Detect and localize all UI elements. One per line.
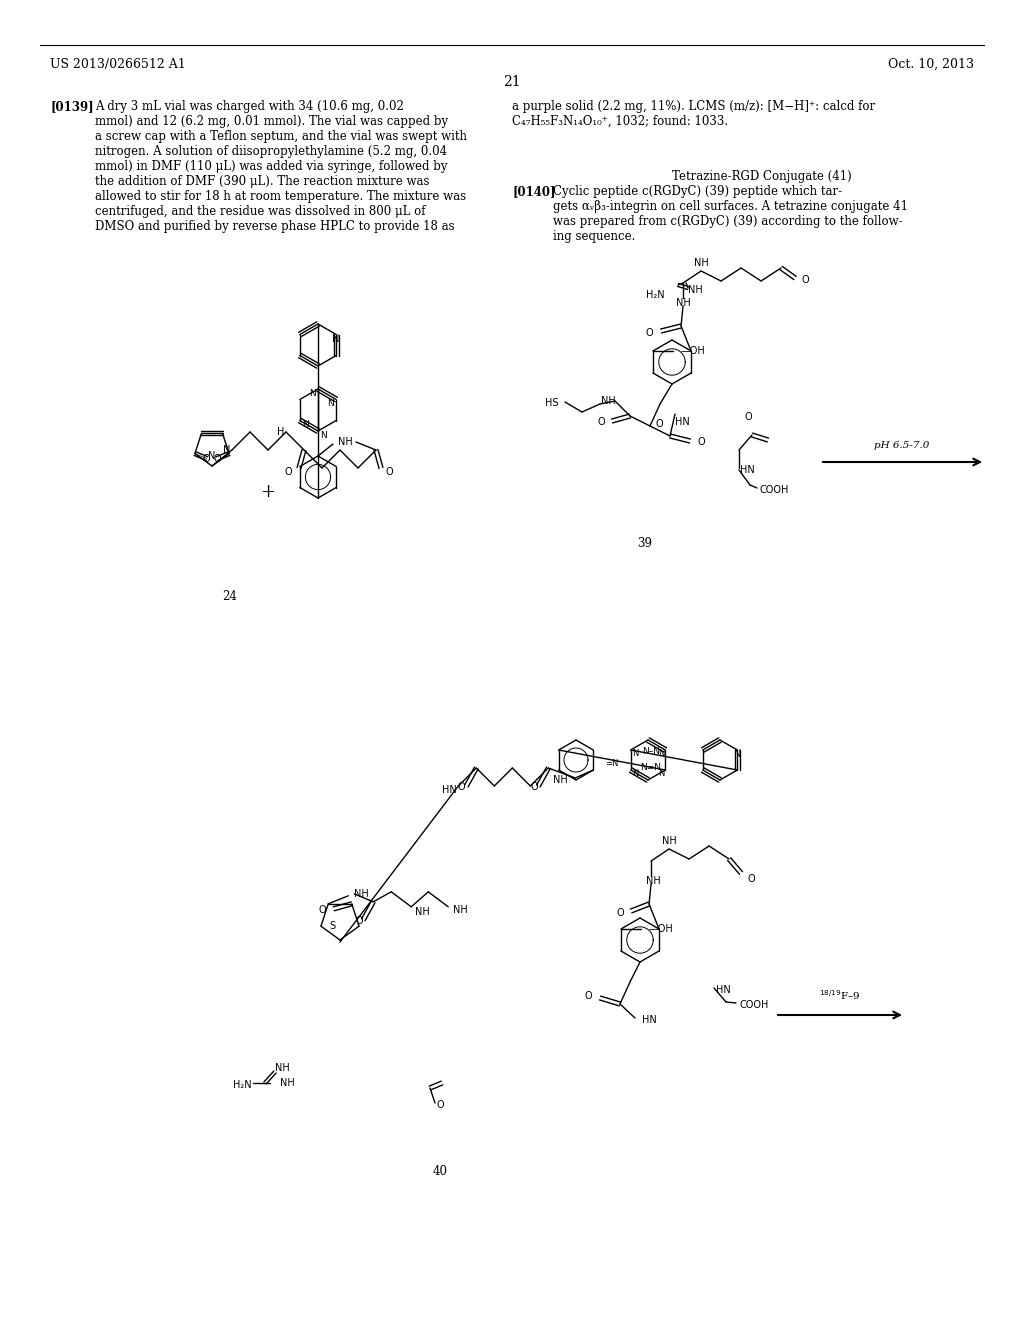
Text: a purple solid (2.2 mg, 11%). LCMS (m/z): [M−H]⁺: calcd for
C₄₇H₅₅F₃N₁₄O₁₀⁺, 103: a purple solid (2.2 mg, 11%). LCMS (m/z)… [512,100,876,128]
Text: HN: HN [716,985,731,995]
Text: 40: 40 [432,1166,447,1177]
Text: N: N [632,770,638,779]
Text: NH: NH [275,1063,290,1073]
Text: =N: =N [605,759,618,768]
Text: pH 6.5-7.0: pH 6.5-7.0 [874,441,930,450]
Text: O: O [748,874,755,884]
Text: N–N: N–N [642,747,660,756]
Text: A dry 3 mL vial was charged with 34 (10.6 mg, 0.02
mmol) and 12 (6.2 mg, 0.01 mm: A dry 3 mL vial was charged with 34 (10.… [95,100,467,234]
Text: NH: NH [676,298,690,308]
Text: O: O [801,275,809,285]
Text: N=N: N=N [640,763,662,772]
Text: H: H [276,426,284,437]
Text: —OH: —OH [681,346,706,356]
Text: N: N [333,334,340,343]
Text: O: O [645,327,653,338]
Text: [0139]: [0139] [50,100,93,114]
Text: O: O [585,991,592,1001]
Text: NH: NH [354,888,369,899]
Text: N: N [328,399,334,408]
Text: H₂N: H₂N [646,290,665,300]
Text: NH: NH [553,775,567,785]
Text: 21: 21 [503,75,521,88]
Text: 24: 24 [222,590,238,603]
Text: COOH: COOH [760,484,790,495]
Text: —OH: —OH [649,924,674,935]
Text: 39: 39 [638,537,652,550]
Text: N: N [733,748,741,759]
Text: N: N [302,420,308,429]
Text: O: O [597,417,605,426]
Text: O: O [530,781,539,792]
Text: Oct. 10, 2013: Oct. 10, 2013 [888,58,974,71]
Text: HN: HN [740,465,755,475]
Text: NH: NH [662,836,677,846]
Text: HN: HN [642,1015,656,1026]
Text: S: S [329,921,335,931]
Text: O: O [318,904,326,915]
Text: O: O [458,781,465,792]
Text: O: O [355,916,364,925]
Text: O: O [386,467,393,477]
Text: NH: NH [338,437,352,447]
Text: COOH: COOH [740,1001,769,1010]
Text: N: N [658,750,665,759]
Text: O: O [436,1100,443,1110]
Text: HN: HN [441,785,457,795]
Text: O: O [698,437,706,447]
Text: N: N [222,445,230,455]
Text: [0140]: [0140] [512,185,555,198]
Text: O: O [203,454,210,463]
Text: NH: NH [280,1078,295,1088]
Text: Cyclic peptide c(RGDyC) (39) peptide which tar-
gets αᵥβ₃-integrin on cell surfa: Cyclic peptide c(RGDyC) (39) peptide whi… [553,185,908,243]
Text: O: O [744,412,752,422]
Text: NH: NH [688,285,702,294]
Text: NH: NH [454,904,468,915]
Text: $^{18/19}$F–9: $^{18/19}$F–9 [819,989,861,1002]
Text: NH: NH [416,907,430,917]
Text: N: N [309,388,316,397]
Text: O: O [655,418,663,429]
Text: N: N [658,770,665,779]
Text: HS: HS [545,399,558,408]
Text: HN: HN [675,417,690,426]
Text: +: + [260,483,275,502]
Text: H₂N: H₂N [233,1080,252,1090]
Text: N: N [319,430,327,440]
Text: NH: NH [693,257,709,268]
Text: O: O [285,467,292,477]
Text: N: N [208,451,216,461]
Text: Tetrazine-RGD Conjugate (41): Tetrazine-RGD Conjugate (41) [672,170,852,183]
Text: N: N [632,750,638,759]
Text: O: O [214,454,221,463]
Text: NH: NH [601,396,615,407]
Text: O: O [616,908,624,917]
Text: NH: NH [646,876,660,886]
Text: US 2013/0266512 A1: US 2013/0266512 A1 [50,58,185,71]
